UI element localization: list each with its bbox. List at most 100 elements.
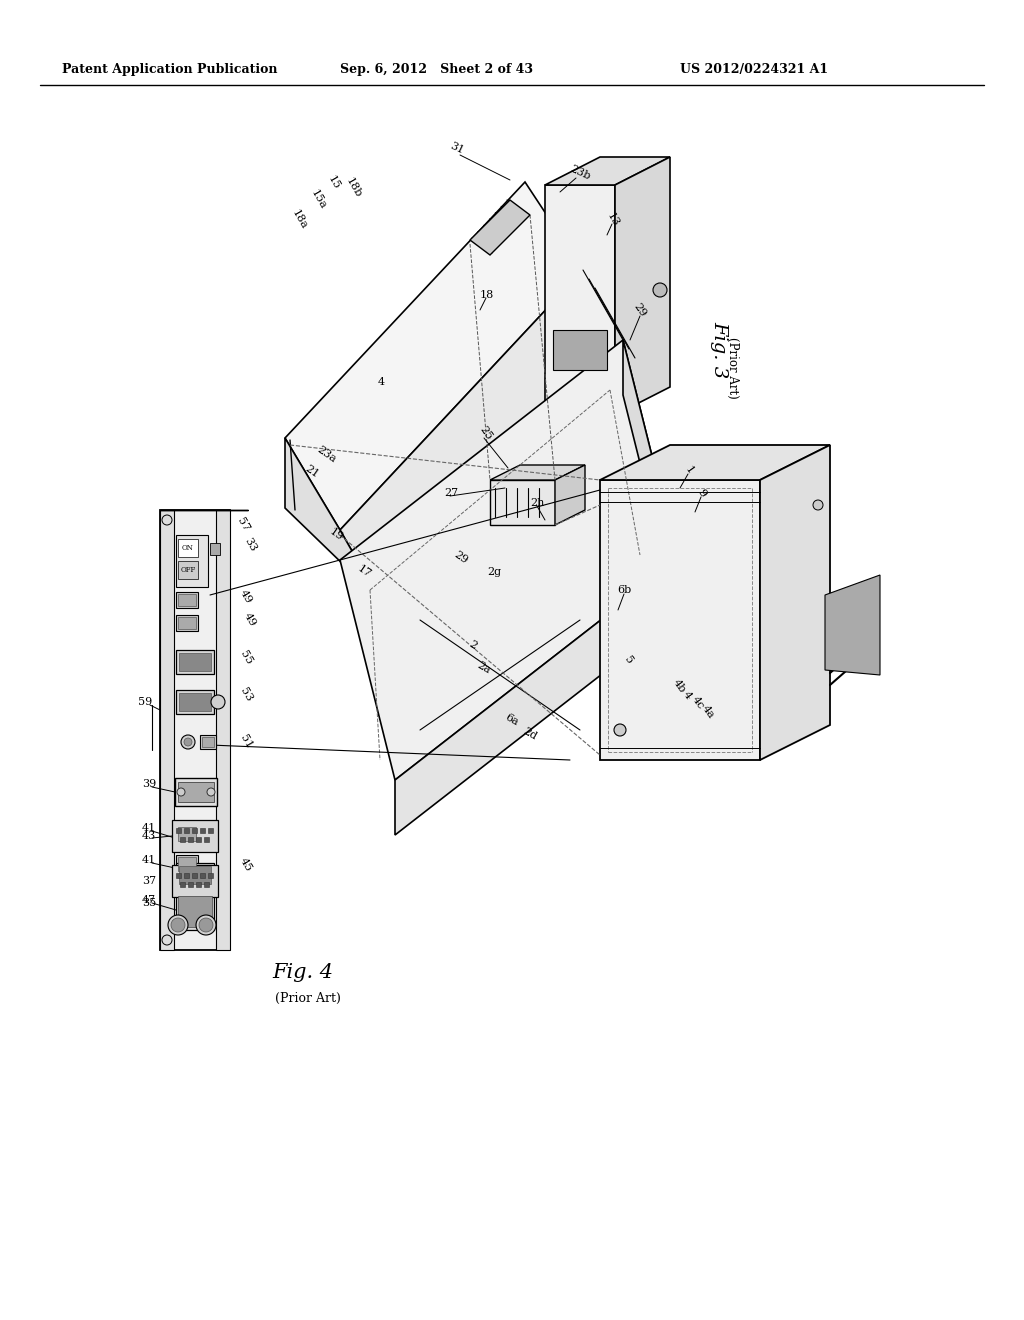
Text: 29: 29 — [632, 301, 648, 318]
Polygon shape — [216, 510, 230, 950]
Polygon shape — [178, 781, 214, 803]
Polygon shape — [555, 465, 585, 525]
Text: (Prior Art): (Prior Art) — [726, 337, 739, 399]
Polygon shape — [470, 201, 530, 255]
Polygon shape — [204, 882, 209, 887]
Text: 33: 33 — [242, 536, 258, 553]
Text: 6b: 6b — [617, 585, 631, 595]
Polygon shape — [176, 535, 208, 587]
Polygon shape — [285, 438, 380, 601]
Text: 41: 41 — [142, 822, 157, 833]
Text: 4c: 4c — [690, 694, 706, 711]
Polygon shape — [179, 693, 211, 711]
Polygon shape — [176, 649, 214, 675]
Polygon shape — [210, 543, 220, 554]
Polygon shape — [553, 330, 607, 370]
Polygon shape — [623, 341, 678, 615]
Circle shape — [162, 515, 172, 525]
Circle shape — [207, 788, 215, 796]
Polygon shape — [184, 873, 189, 878]
Polygon shape — [395, 560, 678, 836]
Text: 43: 43 — [142, 832, 157, 841]
Polygon shape — [760, 445, 830, 760]
Text: (Prior Art): (Prior Art) — [275, 991, 341, 1005]
Text: 6a: 6a — [503, 713, 520, 727]
Text: US 2012/0224321 A1: US 2012/0224321 A1 — [680, 63, 828, 77]
Text: 13: 13 — [605, 211, 621, 228]
Circle shape — [162, 935, 172, 945]
Polygon shape — [204, 837, 209, 842]
Text: 5: 5 — [622, 655, 634, 665]
Polygon shape — [825, 576, 880, 675]
Text: 2h: 2h — [530, 498, 545, 508]
Polygon shape — [176, 690, 214, 714]
Text: 4a: 4a — [700, 704, 716, 721]
Polygon shape — [600, 480, 760, 760]
Circle shape — [196, 915, 216, 935]
Polygon shape — [178, 539, 198, 557]
Polygon shape — [176, 855, 198, 873]
Polygon shape — [176, 591, 198, 609]
Polygon shape — [193, 828, 197, 833]
Text: 4b: 4b — [671, 677, 687, 694]
Polygon shape — [490, 480, 555, 525]
Text: Sep. 6, 2012   Sheet 2 of 43: Sep. 6, 2012 Sheet 2 of 43 — [340, 63, 534, 77]
Polygon shape — [160, 510, 174, 950]
Circle shape — [171, 917, 185, 932]
Text: 39: 39 — [142, 779, 157, 789]
Text: 57: 57 — [234, 516, 251, 533]
Text: 49: 49 — [238, 589, 254, 606]
Text: 2d: 2d — [521, 726, 539, 742]
Circle shape — [181, 735, 195, 748]
Polygon shape — [285, 182, 583, 531]
Polygon shape — [176, 873, 181, 878]
Polygon shape — [178, 857, 196, 871]
Polygon shape — [176, 828, 181, 833]
Text: 49: 49 — [242, 611, 258, 628]
Text: 2: 2 — [467, 639, 478, 651]
Text: 41: 41 — [142, 855, 157, 865]
Text: OFF: OFF — [180, 566, 196, 574]
Polygon shape — [179, 653, 211, 671]
Circle shape — [184, 738, 193, 746]
Polygon shape — [200, 828, 205, 833]
Circle shape — [199, 917, 213, 932]
Text: 2a: 2a — [475, 660, 492, 676]
Polygon shape — [196, 837, 201, 842]
Polygon shape — [175, 777, 217, 807]
Polygon shape — [202, 737, 214, 747]
Polygon shape — [176, 894, 214, 931]
Polygon shape — [200, 873, 205, 878]
Polygon shape — [188, 837, 193, 842]
Text: 59: 59 — [138, 697, 153, 708]
Polygon shape — [178, 594, 196, 606]
Polygon shape — [180, 882, 185, 887]
Polygon shape — [490, 465, 585, 480]
Polygon shape — [184, 828, 189, 833]
Text: 18: 18 — [480, 290, 495, 300]
Polygon shape — [160, 510, 230, 950]
Text: 18b: 18b — [344, 177, 364, 199]
Text: 29: 29 — [452, 550, 469, 566]
Polygon shape — [188, 882, 193, 887]
Polygon shape — [545, 185, 615, 414]
Text: 31: 31 — [449, 140, 465, 156]
Polygon shape — [172, 865, 218, 898]
Polygon shape — [176, 863, 214, 887]
Text: 55: 55 — [238, 649, 254, 667]
Circle shape — [813, 500, 823, 510]
Polygon shape — [200, 735, 216, 748]
Text: 23a: 23a — [315, 445, 338, 465]
Text: 47: 47 — [142, 895, 156, 906]
Circle shape — [211, 696, 225, 709]
Polygon shape — [178, 896, 212, 927]
Circle shape — [614, 723, 626, 737]
Circle shape — [653, 282, 667, 297]
Polygon shape — [176, 825, 198, 843]
Polygon shape — [172, 820, 218, 851]
Polygon shape — [179, 866, 211, 884]
Polygon shape — [208, 873, 213, 878]
Polygon shape — [340, 341, 678, 780]
Text: 51: 51 — [238, 734, 254, 751]
Text: Fig. 3: Fig. 3 — [710, 322, 728, 379]
